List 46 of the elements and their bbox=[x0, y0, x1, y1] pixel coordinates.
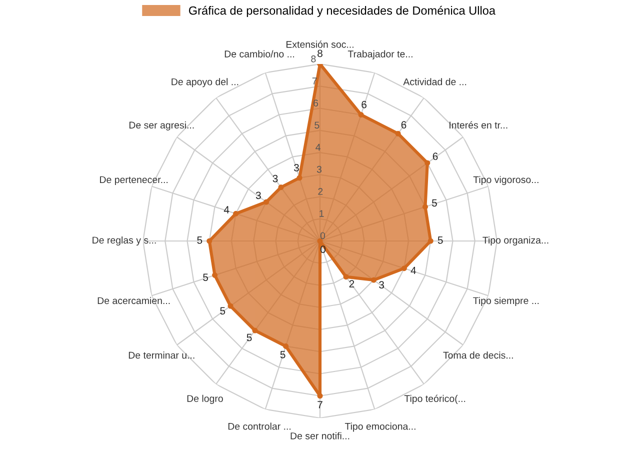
data-label: 5 bbox=[432, 199, 437, 207]
data-label: 3 bbox=[256, 192, 261, 200]
spoke-label: Tipo emociona... bbox=[344, 422, 416, 432]
data-label: 6 bbox=[401, 121, 406, 129]
y-tick-label: 1 bbox=[320, 210, 324, 217]
data-label: 2 bbox=[349, 280, 354, 288]
data-label: 5 bbox=[220, 307, 226, 315]
spoke-label: Toma de decis... bbox=[443, 352, 513, 359]
spoke-label: Trabajador te... bbox=[348, 50, 412, 60]
spoke-label: De acercamien... bbox=[98, 296, 170, 304]
data-label: 3 bbox=[272, 174, 278, 182]
spoke-label: De pertenecer... bbox=[100, 176, 168, 186]
legend-label: Gráfica de personalidad y necesidades de Doménica Ulloa bbox=[188, 6, 496, 18]
data-label: 6 bbox=[362, 100, 366, 108]
data-label: 5 bbox=[438, 236, 443, 244]
y-tick-label: 8 bbox=[311, 55, 316, 62]
y-tick-label: 3 bbox=[316, 166, 322, 173]
y-tick-label: 6 bbox=[314, 100, 318, 107]
y-tick-label: 2 bbox=[318, 188, 323, 195]
data-label: 4 bbox=[410, 266, 416, 274]
spoke-label: De cambio/no ... bbox=[224, 50, 294, 58]
spoke-label: Tipo vigoroso... bbox=[473, 176, 538, 186]
y-tick-label: 0 bbox=[320, 232, 326, 240]
spoke-label: De apoyo del ... bbox=[172, 78, 238, 88]
spoke-label: Actividad de ... bbox=[403, 78, 466, 86]
data-label: 3 bbox=[294, 164, 299, 172]
spoke-label: Tipo siempre ... bbox=[473, 296, 539, 306]
data-label: 6 bbox=[432, 152, 438, 160]
data-label: 5 bbox=[246, 334, 252, 342]
spoke-label: De ser notifi... bbox=[290, 432, 350, 440]
y-tick-label: 4 bbox=[316, 144, 320, 151]
spoke-label: De reglas y s... bbox=[92, 236, 156, 246]
data-label: 4 bbox=[224, 206, 230, 214]
data-label: 5 bbox=[197, 236, 202, 244]
spoke-label: Tipo organiza... bbox=[482, 236, 548, 246]
spoke-label: De logro bbox=[187, 394, 223, 404]
data-label: 5 bbox=[280, 350, 286, 358]
spoke-label: Interés en tr... bbox=[450, 121, 508, 129]
spoke-label: Extensión soc... bbox=[286, 40, 354, 48]
spoke-label: De terminar u... bbox=[128, 352, 194, 359]
y-tick-label: 5 bbox=[314, 122, 320, 129]
data-label: 5 bbox=[203, 274, 208, 281]
spoke-label: De controlar ... bbox=[228, 422, 291, 430]
spoke-label: De ser agresi... bbox=[129, 121, 194, 130]
spoke-label: Tipo teórico(... bbox=[404, 394, 466, 404]
data-label: 3 bbox=[379, 281, 384, 289]
